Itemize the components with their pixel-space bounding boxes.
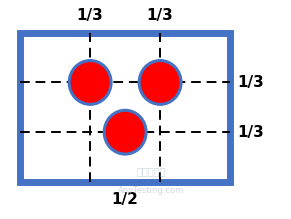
Text: 嘉峡检测网: 嘉峡检测网	[137, 166, 166, 176]
Ellipse shape	[139, 60, 181, 104]
Text: AnyTesting.com: AnyTesting.com	[118, 186, 184, 195]
Text: 1/2: 1/2	[112, 192, 139, 207]
Text: 1/3: 1/3	[237, 75, 264, 90]
Ellipse shape	[69, 60, 111, 104]
Text: 1/3: 1/3	[147, 8, 173, 23]
Text: 1/3: 1/3	[237, 125, 264, 140]
Ellipse shape	[104, 110, 146, 154]
Bar	[20, 33, 230, 182]
Text: 1/3: 1/3	[77, 8, 104, 23]
